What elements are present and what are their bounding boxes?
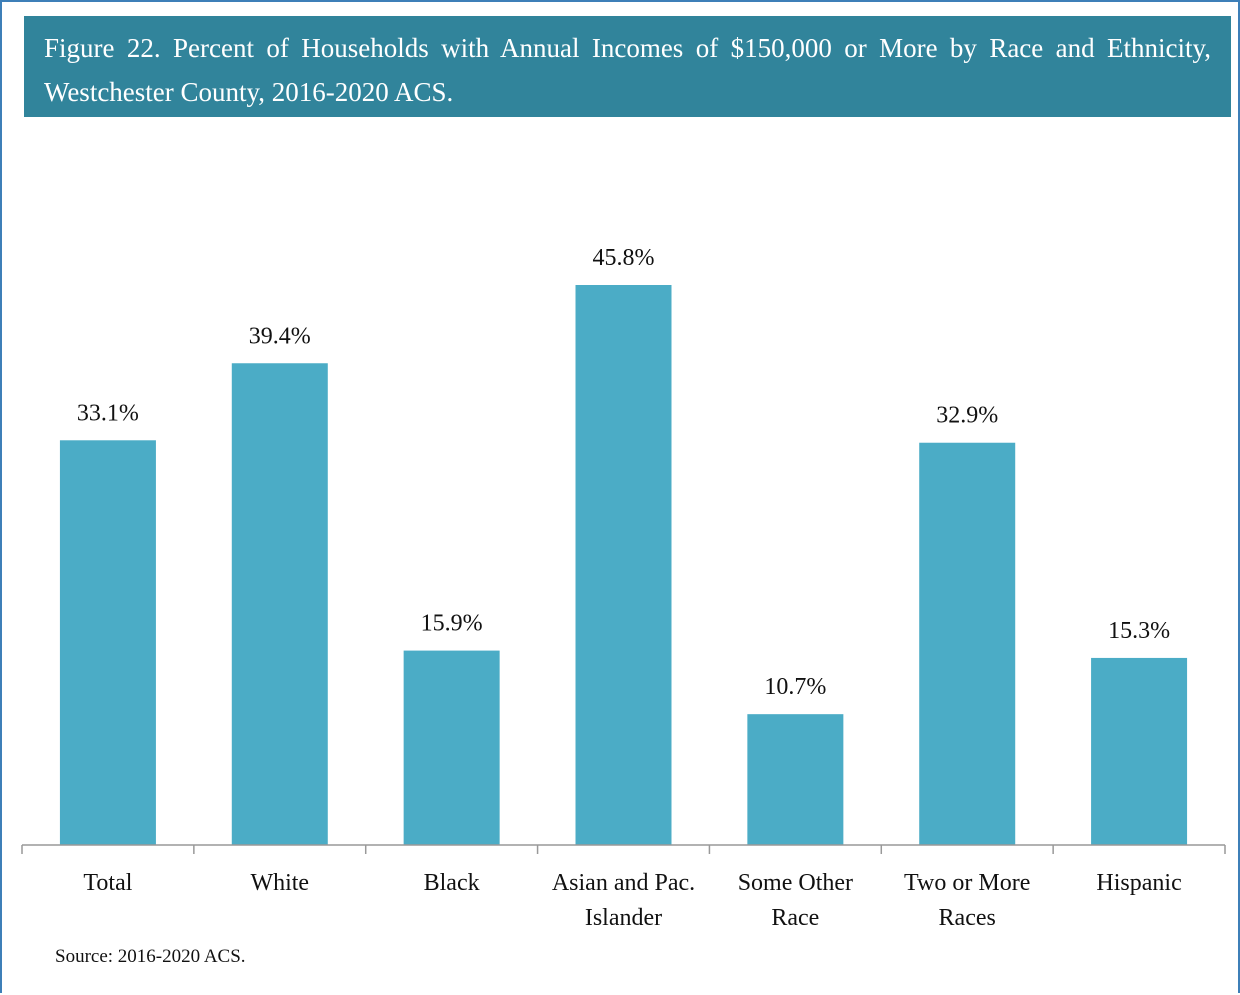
x-tick-label: Two or More Races [904, 870, 1031, 931]
value-label: 39.4% [249, 323, 311, 349]
x-tick-label: Total [83, 870, 133, 896]
x-tick-label: Hispanic [1096, 870, 1182, 896]
bar [747, 714, 844, 845]
value-label: 32.9% [936, 403, 998, 429]
value-label: 15.9% [421, 611, 483, 637]
value-label: 45.8% [593, 245, 655, 271]
bar [1091, 657, 1188, 845]
bar [231, 363, 328, 845]
value-label: 10.7% [764, 674, 826, 700]
chart-title: Figure 22. Percent of Households with An… [24, 16, 1231, 117]
bar [575, 285, 672, 845]
source-note: Source: 2016-2020 ACS. [55, 946, 246, 967]
x-tick-label: Some Other Race [737, 870, 853, 931]
bar [403, 650, 500, 845]
value-label: 15.3% [1108, 618, 1170, 644]
x-tick-label: Asian and Pac. Islander [551, 870, 696, 931]
bar [59, 440, 156, 845]
x-tick-label: Black [423, 870, 480, 896]
value-label: 33.1% [77, 400, 139, 426]
bar [919, 442, 1016, 845]
x-tick-label: White [250, 870, 310, 896]
